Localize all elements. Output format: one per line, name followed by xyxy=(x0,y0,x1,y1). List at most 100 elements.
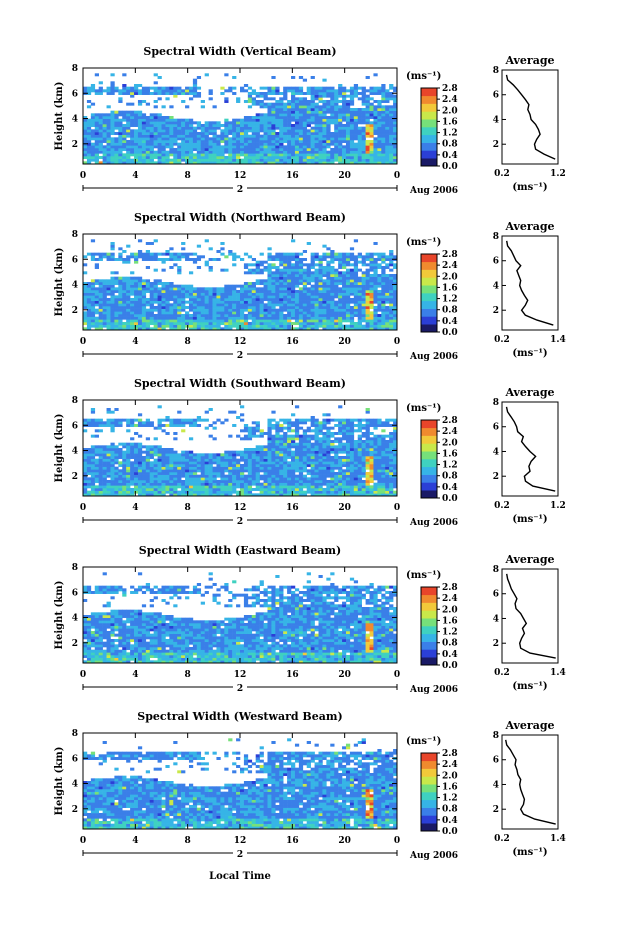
heatmap-cell xyxy=(310,319,315,323)
heatmap-cell xyxy=(243,121,249,125)
heatmap-cell xyxy=(373,158,378,162)
heatmap-cell xyxy=(373,316,378,320)
heatmap-cell xyxy=(263,306,268,309)
heatmap-cell xyxy=(353,274,359,277)
heatmap-cell xyxy=(224,324,229,328)
heatmap-cell xyxy=(236,477,241,481)
heatmap-cell xyxy=(318,94,323,98)
heatmap-cell xyxy=(322,258,327,261)
heatmap-cell xyxy=(165,118,170,122)
heatmap-cell xyxy=(149,142,154,146)
heatmap-cell xyxy=(153,322,158,325)
heatmap-cell xyxy=(283,92,288,95)
heatmap-cell xyxy=(106,113,111,117)
heatmap-cell xyxy=(216,327,221,331)
heatmap-cell xyxy=(208,314,213,317)
heatmap-cell xyxy=(110,295,115,299)
heatmap-cell xyxy=(200,129,205,133)
heatmap-cell xyxy=(369,129,374,133)
heatmap-cell xyxy=(169,121,174,125)
heatmap-cell xyxy=(385,145,390,149)
heatmap-cell xyxy=(94,450,99,454)
heatmap-cell xyxy=(247,322,253,325)
x-tick-label: 0 xyxy=(394,337,400,347)
heatmap-cell xyxy=(318,314,323,317)
heatmap-cell xyxy=(243,134,249,138)
heatmap-cell xyxy=(255,458,260,462)
heatmap-cell xyxy=(165,453,170,457)
heatmap-cell xyxy=(283,314,288,317)
heatmap-cell xyxy=(275,252,280,256)
heatmap-cell xyxy=(192,92,198,95)
heatmap-cell xyxy=(298,124,304,127)
heatmap-cell xyxy=(181,140,186,143)
heatmap-cell xyxy=(243,100,249,103)
heatmap-cell xyxy=(322,105,327,109)
heatmap-cell xyxy=(228,324,233,328)
heatmap-cell xyxy=(86,482,92,486)
heatmap-cell xyxy=(212,126,217,130)
heatmap-cell xyxy=(271,118,276,122)
heatmap-cell xyxy=(208,126,213,130)
heatmap-cell xyxy=(134,121,139,125)
heatmap-cell xyxy=(165,153,170,157)
heatmap-cell xyxy=(291,274,296,277)
heatmap-cell xyxy=(240,474,245,478)
heatmap-cell xyxy=(369,314,374,317)
heatmap-cell xyxy=(279,276,284,280)
heatmap-cell xyxy=(110,252,115,256)
heatmap-cell xyxy=(110,458,115,462)
heatmap-cell xyxy=(134,314,139,317)
heatmap-cell xyxy=(157,97,162,101)
heatmap-cell xyxy=(90,472,96,475)
heatmap-cell xyxy=(251,298,256,301)
heatmap-cell xyxy=(173,450,178,454)
heatmap-cell xyxy=(381,118,386,122)
heatmap-cell xyxy=(342,145,347,149)
heatmap-cell xyxy=(291,316,296,320)
heatmap-cell xyxy=(192,94,198,98)
heatmap-cell xyxy=(275,108,280,111)
heatmap-cell xyxy=(98,461,103,465)
heatmap-cell xyxy=(334,255,339,259)
heatmap-cell xyxy=(145,140,151,143)
heatmap-cell xyxy=(185,306,190,309)
heatmap-cell xyxy=(314,287,319,291)
heatmap-cell xyxy=(86,319,92,323)
heatmap-cell xyxy=(188,258,194,261)
heatmap-cell xyxy=(377,158,382,162)
heatmap-cell xyxy=(122,458,127,462)
heatmap-cell xyxy=(267,247,272,251)
heatmap-cell xyxy=(161,488,166,491)
heatmap-cell xyxy=(161,306,166,309)
heatmap-cell xyxy=(334,94,339,98)
heatmap-cell xyxy=(98,156,103,159)
heatmap-cell xyxy=(271,485,276,489)
heatmap-cell xyxy=(271,92,276,95)
heatmap-cell xyxy=(294,276,300,280)
heatmap-cell xyxy=(204,311,209,315)
heatmap-cell xyxy=(322,161,327,165)
heatmap-cell xyxy=(334,158,339,162)
heatmap-cell xyxy=(141,134,147,138)
heatmap-cell xyxy=(192,148,198,151)
heatmap-cell xyxy=(267,153,272,157)
heatmap-cell xyxy=(141,252,147,256)
heatmap-cell xyxy=(298,97,304,101)
heatmap-cell xyxy=(106,308,111,312)
x-tick-label: 20 xyxy=(338,171,351,181)
heatmap-cell xyxy=(302,303,308,307)
heatmap-cell xyxy=(130,453,135,457)
heatmap-cell xyxy=(188,86,194,90)
heatmap-cell xyxy=(181,247,186,251)
heatmap-cell xyxy=(236,255,241,259)
heatmap-cell xyxy=(137,303,143,307)
heatmap-cell xyxy=(98,282,103,285)
heatmap-cell xyxy=(130,284,135,288)
heatmap-cell xyxy=(349,284,355,288)
heatmap-cell xyxy=(279,284,284,288)
heatmap-cell xyxy=(263,156,268,159)
heatmap-cell xyxy=(236,150,241,154)
heatmap-cell xyxy=(110,424,115,427)
heatmap-cell xyxy=(224,485,229,489)
